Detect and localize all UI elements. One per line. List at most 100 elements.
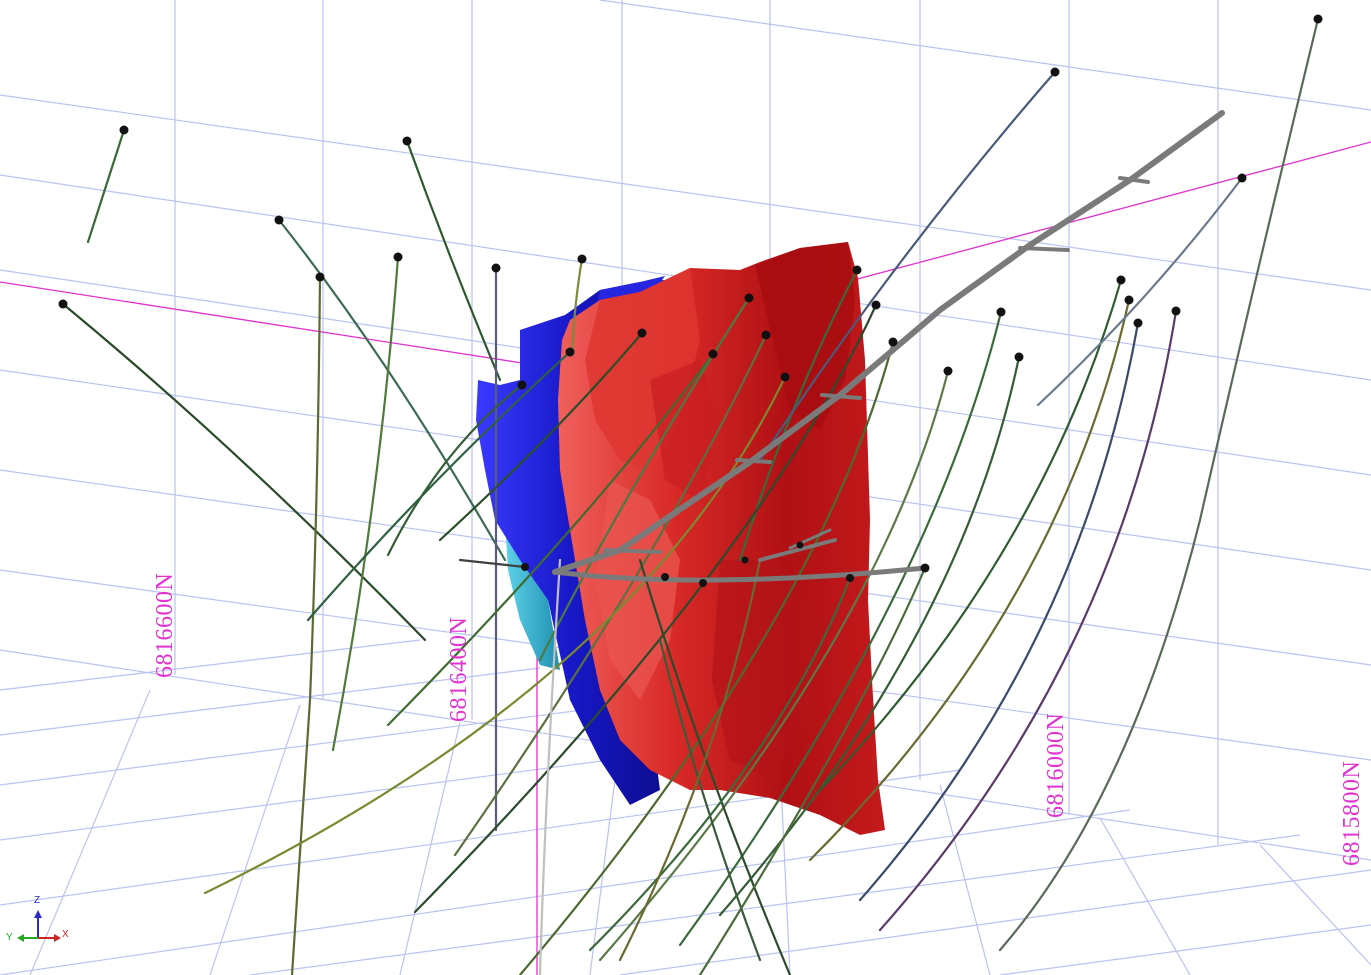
grid-line bbox=[999, 924, 1371, 975]
crosscut bbox=[735, 458, 772, 464]
collar bbox=[517, 380, 527, 390]
collar bbox=[1014, 352, 1024, 362]
collar bbox=[1313, 14, 1323, 24]
collar bbox=[761, 330, 771, 340]
drill-hole bbox=[538, 558, 562, 975]
collar bbox=[846, 574, 854, 582]
collar bbox=[1050, 67, 1060, 77]
collar bbox=[315, 272, 325, 282]
drill-hole bbox=[331, 255, 400, 752]
drill-hole bbox=[61, 302, 427, 642]
grid-line bbox=[939, 784, 991, 975]
drill-hole bbox=[878, 309, 1178, 932]
collar bbox=[402, 136, 412, 146]
drill-hole bbox=[203, 375, 787, 895]
drill-hole bbox=[518, 340, 895, 975]
drill-hole bbox=[638, 558, 792, 975]
drill-hole bbox=[86, 128, 126, 244]
collar bbox=[996, 307, 1006, 317]
collar bbox=[1133, 318, 1143, 328]
collar bbox=[741, 556, 749, 564]
drill-hole bbox=[818, 278, 1123, 792]
grid-line bbox=[0, 667, 541, 736]
crosscut bbox=[820, 393, 862, 400]
drill-hole bbox=[290, 275, 322, 975]
crosscut bbox=[603, 548, 662, 554]
collar bbox=[577, 254, 587, 264]
northing-label-1: 6816600N bbox=[152, 572, 178, 678]
collar bbox=[699, 579, 707, 587]
collar bbox=[920, 563, 930, 573]
reference-line bbox=[0, 281, 536, 366]
collar bbox=[393, 252, 403, 262]
northing-label-2: 6816400N bbox=[446, 616, 472, 722]
drill-hole bbox=[808, 298, 1131, 862]
crosscut bbox=[758, 538, 837, 562]
drill-hole bbox=[588, 576, 852, 952]
collar bbox=[943, 366, 953, 376]
axis-z-label: Z bbox=[34, 895, 41, 906]
drill-hole bbox=[405, 139, 502, 382]
axis-triad-icon bbox=[17, 910, 61, 942]
grid-line bbox=[399, 721, 461, 975]
grid-line bbox=[209, 704, 301, 975]
drill-hole bbox=[306, 350, 572, 622]
collar bbox=[1171, 306, 1181, 316]
collar bbox=[852, 265, 862, 275]
grid-line bbox=[0, 809, 1131, 975]
level-drive bbox=[552, 565, 928, 583]
northing-label-3: 6816000N bbox=[1043, 712, 1069, 818]
collar bbox=[565, 347, 575, 357]
drill-holes bbox=[61, 17, 1320, 975]
grid-line bbox=[0, 699, 661, 786]
collar bbox=[637, 328, 647, 338]
collar bbox=[744, 293, 754, 303]
drill-hole bbox=[698, 566, 927, 975]
collars bbox=[58, 14, 1323, 587]
drill-hole bbox=[438, 331, 644, 542]
grid-line bbox=[0, 94, 1371, 291]
collar bbox=[661, 573, 669, 581]
drill-hole bbox=[386, 383, 524, 557]
drill-hole bbox=[998, 17, 1320, 952]
grid-line bbox=[249, 834, 1301, 975]
grid-line bbox=[599, 0, 1371, 111]
collar bbox=[274, 215, 284, 225]
grid-line bbox=[29, 689, 151, 975]
crosscut bbox=[1018, 246, 1070, 252]
collar bbox=[521, 563, 529, 571]
axis-y-label: Y bbox=[6, 932, 13, 943]
drill-hole bbox=[858, 321, 1140, 902]
ore-body-red bbox=[558, 242, 885, 835]
grid-line bbox=[619, 869, 1371, 975]
collar bbox=[888, 337, 898, 347]
collar bbox=[1237, 173, 1247, 183]
collar bbox=[708, 349, 718, 359]
drill-hole bbox=[458, 558, 527, 569]
collar bbox=[780, 372, 790, 382]
axis-triad: Z Y X bbox=[4, 890, 74, 950]
drill-hole bbox=[658, 638, 762, 962]
collar bbox=[1116, 275, 1126, 285]
northing-label-4: 6815800N bbox=[1339, 760, 1365, 866]
drill-hole bbox=[570, 257, 584, 352]
decline bbox=[552, 110, 1225, 575]
grid-line bbox=[1099, 817, 1191, 975]
drill-hole bbox=[386, 352, 715, 727]
drill-hole bbox=[1036, 176, 1244, 407]
drill-hole bbox=[758, 70, 1057, 462]
drill-hole bbox=[277, 218, 507, 562]
collar bbox=[119, 125, 129, 135]
axis-x-label: X bbox=[62, 929, 69, 940]
drill-hole bbox=[598, 369, 950, 962]
collar bbox=[58, 299, 68, 309]
collar bbox=[1124, 295, 1134, 305]
collar bbox=[871, 300, 881, 310]
drill-hole bbox=[678, 310, 1003, 947]
collar bbox=[491, 263, 501, 273]
crosscut bbox=[1118, 176, 1150, 184]
collar bbox=[796, 541, 804, 549]
drill-hole bbox=[618, 558, 762, 962]
